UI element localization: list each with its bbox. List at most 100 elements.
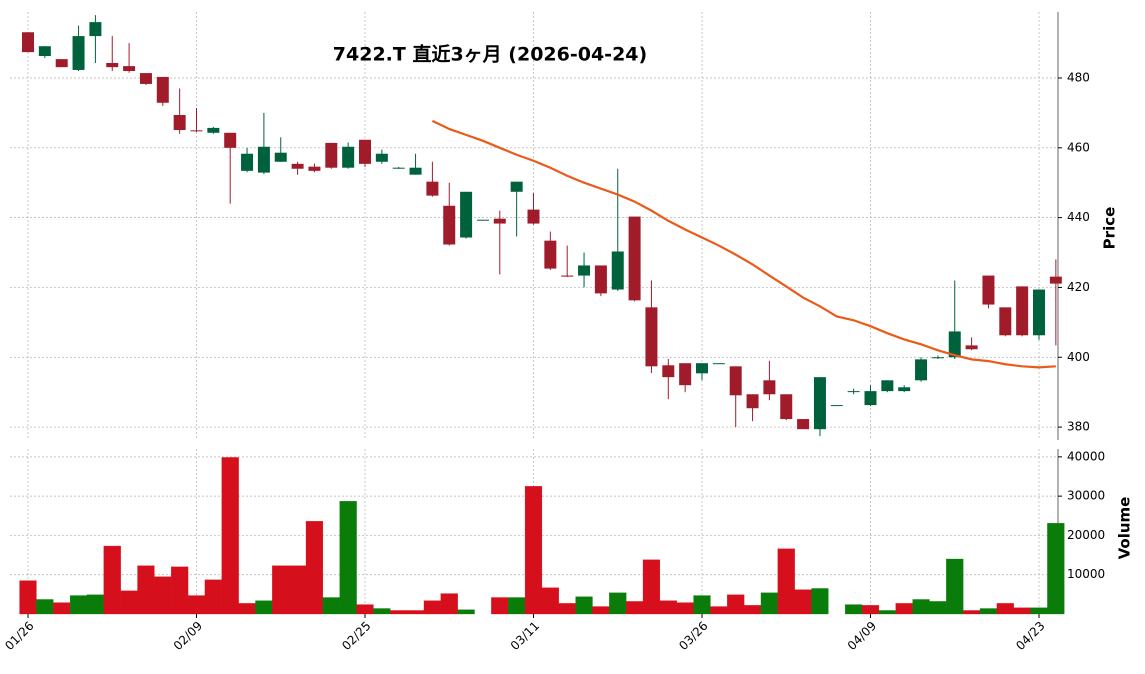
candle-body	[864, 391, 877, 406]
candle-body	[729, 366, 742, 396]
candle-body	[207, 127, 220, 133]
volume-bar	[406, 610, 425, 615]
x-tick-label: 04/23	[1013, 619, 1047, 653]
volume-bar	[912, 599, 930, 615]
candle-body	[965, 345, 978, 350]
candle-body	[813, 377, 826, 430]
volume-bar	[339, 501, 357, 615]
candle-body	[257, 146, 270, 173]
y-tick-label: 380	[1067, 420, 1090, 434]
candle-body	[89, 22, 102, 37]
candle-body	[628, 216, 641, 301]
candle-body	[763, 380, 776, 395]
x-tick-label: 04/09	[845, 619, 879, 653]
volume-bar	[777, 548, 795, 615]
volume-tick-label: 20000	[1067, 528, 1105, 542]
candle-body	[123, 66, 136, 71]
volume-bar	[1030, 607, 1048, 615]
candle-body	[1049, 276, 1062, 284]
volume-bar	[524, 486, 543, 615]
volume-bar	[103, 545, 121, 615]
candle-body	[359, 139, 371, 164]
volume-bar	[204, 579, 222, 615]
volume-bar	[676, 602, 694, 615]
volume-bar	[137, 565, 155, 615]
volume-bar	[929, 601, 947, 615]
volume-bar	[69, 595, 88, 615]
volume-bar	[1047, 523, 1065, 615]
x-tick-label: 02/09	[171, 619, 205, 653]
volume-bar	[238, 603, 256, 615]
volume-tick-label: 40000	[1067, 449, 1105, 463]
candle-body	[22, 32, 34, 53]
volume-bar	[963, 610, 981, 615]
candle-body	[982, 275, 995, 305]
volume-bar	[356, 604, 374, 615]
volume-bar	[19, 580, 37, 615]
volume-bar	[626, 601, 644, 615]
y-tick-label: 480	[1067, 70, 1090, 84]
y-tick-label: 460	[1067, 140, 1090, 154]
candle-body	[342, 146, 355, 168]
volume-bar	[86, 594, 104, 615]
volume-bar	[727, 594, 745, 615]
volume-tick-label: 10000	[1067, 567, 1105, 581]
candle-body	[72, 36, 85, 70]
x-tick-label: 01/26	[2, 619, 36, 653]
candle-body	[746, 394, 759, 409]
candle-body	[544, 240, 557, 269]
volume-bar	[272, 565, 290, 615]
candle-body	[830, 405, 843, 407]
candle-body	[696, 363, 708, 374]
volume-bar	[558, 603, 576, 615]
candle-body	[797, 419, 810, 430]
y-tick-label: 420	[1067, 280, 1090, 294]
volume-axis-label: Volume	[1116, 497, 1134, 560]
volume-bar	[457, 609, 475, 615]
volume-bar	[592, 606, 610, 615]
y-axis-label: Price	[1101, 207, 1119, 250]
volume-bar	[171, 566, 189, 615]
volume-bar	[575, 596, 593, 615]
candle-body	[712, 363, 725, 365]
volume-bar	[36, 599, 54, 615]
volume-bar	[1013, 607, 1031, 615]
candle-body	[645, 307, 658, 367]
x-tick-label: 03/11	[508, 619, 542, 653]
candle-body	[476, 219, 489, 221]
candle-body	[55, 59, 68, 68]
candle-body	[679, 363, 692, 386]
candle-body	[999, 307, 1012, 336]
candle-body	[375, 153, 388, 162]
volume-bar	[440, 593, 458, 615]
y-tick-label: 400	[1067, 350, 1090, 364]
candle-body	[460, 191, 473, 238]
candle-body	[898, 387, 911, 392]
candle-body	[611, 251, 624, 290]
volume-bar	[390, 610, 408, 615]
candle-body	[106, 62, 119, 68]
volume-bar	[895, 603, 913, 615]
candle-body	[190, 130, 203, 132]
candle-body	[578, 265, 591, 276]
candle-body	[156, 76, 169, 103]
volume-bar	[508, 597, 526, 615]
candle-body	[847, 391, 860, 393]
volume-bar	[154, 576, 172, 615]
candle-body	[224, 132, 237, 148]
candle-body	[662, 365, 675, 378]
volume-bar	[794, 589, 812, 615]
candle-body	[274, 152, 287, 162]
volume-bar	[693, 595, 711, 615]
volume-bar	[53, 602, 71, 615]
candle-body	[948, 331, 961, 358]
volume-bar	[187, 595, 206, 615]
volume-bar	[305, 521, 324, 615]
candle-body	[510, 181, 523, 192]
candle-body	[409, 167, 422, 175]
candle-body	[241, 153, 254, 171]
candle-body	[594, 265, 607, 294]
candle-body	[561, 275, 574, 277]
candle-body	[493, 218, 506, 224]
candle-body	[1016, 286, 1029, 336]
